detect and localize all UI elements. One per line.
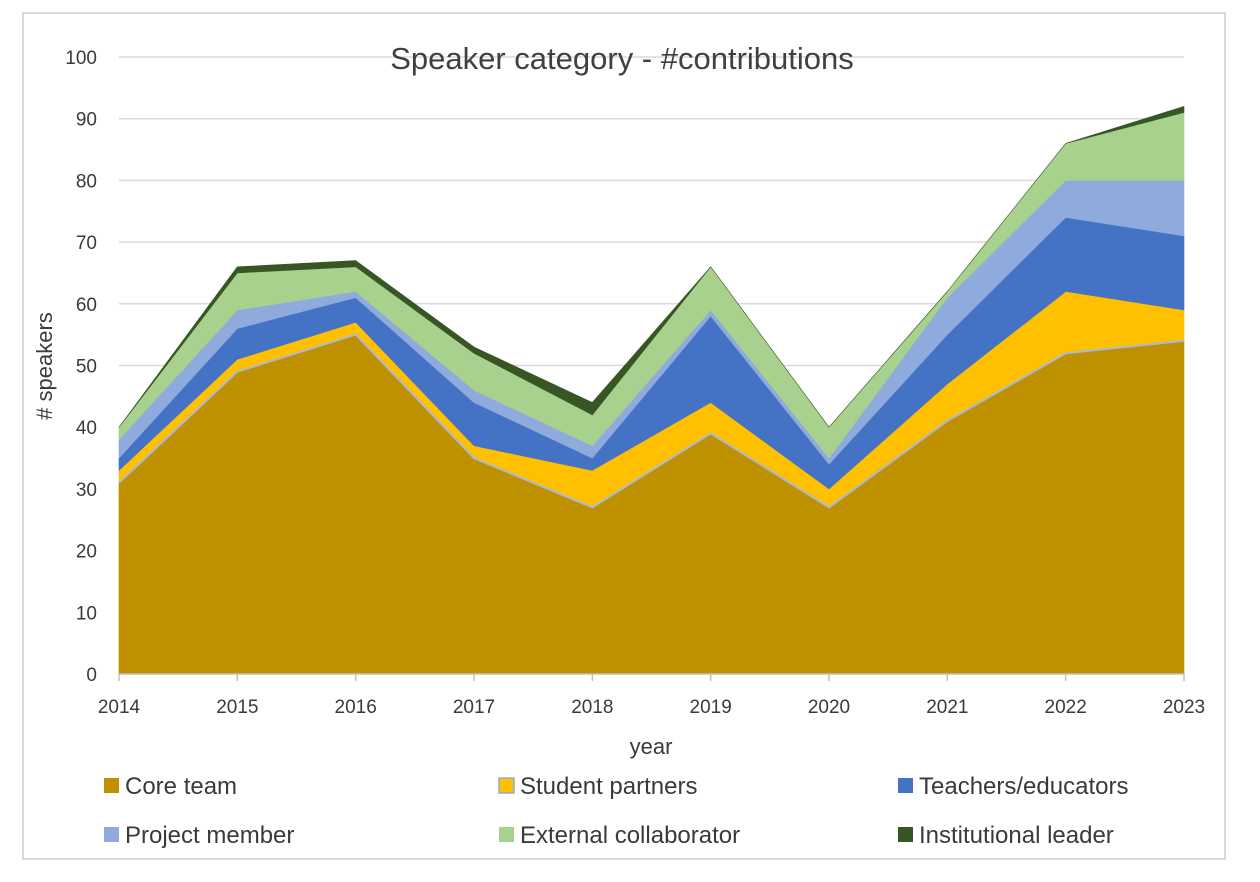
legend-label: External collaborator bbox=[520, 822, 740, 849]
legend-swatch bbox=[898, 778, 913, 793]
y-tick-label: 0 bbox=[86, 665, 97, 686]
legend-swatch bbox=[499, 778, 514, 793]
y-tick-label: 40 bbox=[76, 418, 97, 439]
legend-label: Teachers/educators bbox=[919, 773, 1128, 800]
x-tick-label: 2017 bbox=[453, 697, 495, 718]
chart-title: Speaker category - #contributions bbox=[390, 41, 854, 76]
x-tick-label: 2016 bbox=[335, 697, 377, 718]
x-tick-label: 2019 bbox=[690, 697, 732, 718]
y-tick-label: 10 bbox=[76, 603, 97, 624]
y-tick-label: 90 bbox=[76, 110, 97, 131]
legend-label: Institutional leader bbox=[919, 822, 1114, 849]
y-tick-label: 60 bbox=[76, 295, 97, 316]
x-tick-label: 2020 bbox=[808, 697, 850, 718]
y-tick-label: 70 bbox=[76, 233, 97, 254]
legend-swatch bbox=[499, 827, 514, 842]
legend-label: Core team bbox=[125, 773, 237, 800]
x-tick-label: 2023 bbox=[1163, 697, 1205, 718]
legend-swatch bbox=[898, 827, 913, 842]
legend: Core team Student partners Teachers/educat… bbox=[104, 773, 1128, 849]
legend-label: Project member bbox=[125, 822, 294, 849]
legend-swatch bbox=[104, 778, 119, 793]
legend-swatch bbox=[104, 827, 119, 842]
y-tick-label: 30 bbox=[76, 480, 97, 501]
plot-areas bbox=[119, 106, 1184, 674]
x-tick-label: 2022 bbox=[1045, 697, 1087, 718]
y-tick-label: 20 bbox=[76, 542, 97, 563]
y-axis-label: # speakers bbox=[32, 312, 57, 420]
y-tick-label: 80 bbox=[76, 171, 97, 192]
y-tick-label: 50 bbox=[76, 357, 97, 378]
x-tick-label: 2014 bbox=[98, 697, 141, 718]
legend-label: Student partners bbox=[520, 773, 697, 800]
x-axis-label: year bbox=[630, 734, 673, 759]
x-tick-label: 2015 bbox=[216, 697, 258, 718]
x-tick-label: 2021 bbox=[926, 697, 968, 718]
y-tick-label: 100 bbox=[65, 48, 97, 69]
x-tick-label: 2018 bbox=[571, 697, 613, 718]
